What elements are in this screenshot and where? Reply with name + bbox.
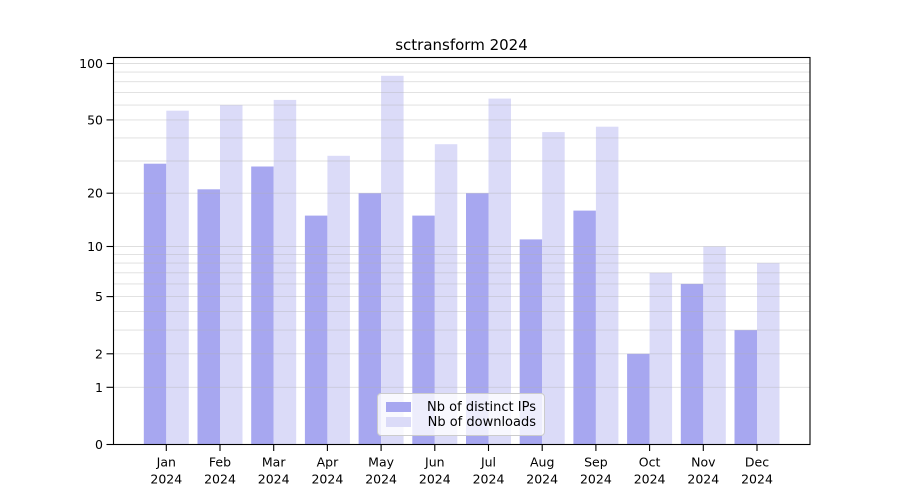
bar (434, 144, 458, 445)
y-tick-label: 20 (87, 186, 103, 201)
bar (542, 132, 565, 445)
legend-swatch-distinct-ips (386, 402, 411, 412)
x-tick-label-year: 2024 (365, 472, 397, 487)
x-tick-label-month: Feb (209, 455, 231, 470)
x-tick-label-month: Jun (424, 455, 445, 470)
x-axis: Jan 2024 Feb 2024 Mar 2024 Apr 2024 May 2024 Jun 20… (150, 444, 773, 487)
bar (573, 210, 596, 445)
x-tick-label-month: Sep (584, 455, 608, 470)
bar (466, 193, 489, 445)
bar (327, 155, 350, 445)
bars-group (143, 75, 780, 445)
y-tick-label: 2 (95, 346, 103, 361)
bar (680, 283, 704, 445)
x-tick-label-year: 2024 (687, 472, 719, 487)
bar (649, 272, 673, 445)
x-tick-label-year: 2024 (150, 472, 182, 487)
bar (412, 215, 435, 445)
y-tick-label: 1 (95, 380, 103, 395)
bar (358, 193, 382, 445)
y-tick-label: 0 (95, 437, 103, 452)
x-tick-label-year: 2024 (473, 472, 505, 487)
bar (304, 215, 328, 445)
y-tick-label: 100 (79, 56, 103, 71)
x-tick-label-month: Dec (745, 455, 769, 470)
x-tick-label-month: Jul (480, 455, 496, 470)
bar (197, 189, 220, 445)
y-tick-label: 50 (87, 112, 103, 127)
x-tick-label-year: 2024 (634, 472, 666, 487)
x-tick-label-year: 2024 (741, 472, 773, 487)
legend-entry-distinct-ips: Nb of distinct IPs (386, 399, 536, 415)
bar (488, 98, 511, 445)
x-tick-label-month: Mar (262, 455, 286, 470)
y-axis: 0 1 2 5 10 20 50 100 (79, 56, 114, 452)
x-tick-label-month: Apr (317, 455, 339, 470)
x-tick-label-month: Aug (530, 455, 554, 470)
legend-label-downloads: Nb of downloads (427, 414, 536, 430)
bar (703, 246, 726, 445)
y-tick-label: 5 (95, 289, 103, 304)
bar (627, 353, 650, 445)
legend: Nb of distinct IPs Nb of downloads (377, 393, 545, 436)
legend-label-distinct-ips: Nb of distinct IPs (427, 399, 536, 415)
bar (381, 75, 404, 445)
chart-title: sctransform 2024 (395, 36, 528, 54)
x-tick-label-month: Nov (691, 455, 716, 470)
bar (251, 166, 274, 445)
bar (757, 263, 780, 445)
x-tick-label-year: 2024 (204, 472, 236, 487)
bar (734, 330, 757, 445)
bar (595, 126, 619, 445)
legend-entry-downloads: Nb of downloads (386, 414, 536, 430)
axes-frame (112, 56, 811, 446)
x-tick-label-year: 2024 (419, 472, 451, 487)
y-tick-label: 10 (87, 239, 103, 254)
x-tick-label-year: 2024 (258, 472, 290, 487)
x-tick-label-month: Oct (639, 455, 661, 470)
bar (143, 163, 167, 445)
bar (166, 110, 189, 445)
legend-swatch-downloads (386, 417, 411, 427)
x-tick-label-year: 2024 (580, 472, 612, 487)
bar (220, 105, 243, 445)
x-tick-label-month: Jan (156, 455, 176, 470)
grid-group (113, 63, 810, 388)
bar (273, 99, 297, 445)
x-tick-label-year: 2024 (526, 472, 558, 487)
x-tick-label-month: May (368, 455, 394, 470)
x-tick-label-year: 2024 (311, 472, 343, 487)
